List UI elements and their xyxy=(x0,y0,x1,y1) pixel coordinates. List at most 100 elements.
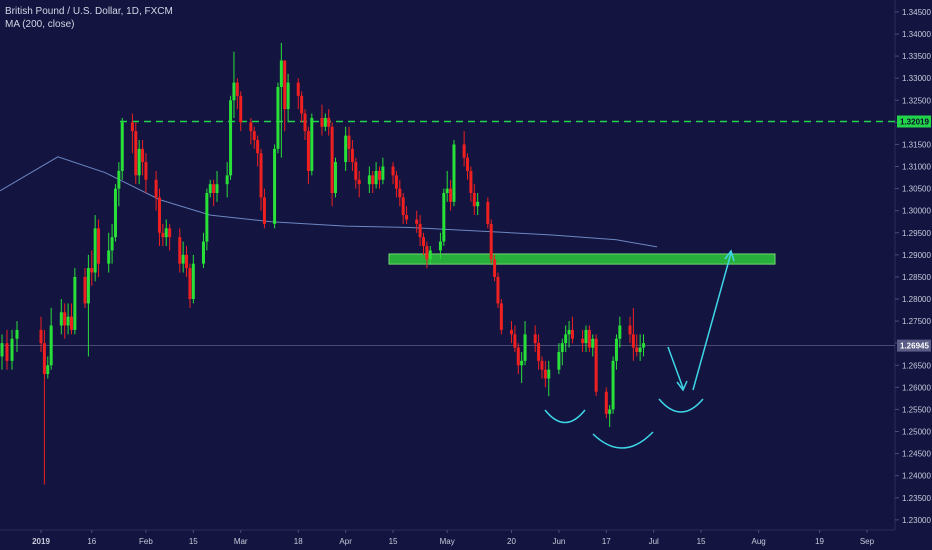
candle-body[interactable] xyxy=(137,148,141,176)
candle-body[interactable] xyxy=(134,131,138,176)
candle-body[interactable] xyxy=(286,82,290,110)
candle-body[interactable] xyxy=(344,135,348,163)
candle-body[interactable] xyxy=(428,250,432,260)
candle-body[interactable] xyxy=(611,360,615,410)
candle-body[interactable] xyxy=(367,175,371,185)
candle-body[interactable] xyxy=(476,201,480,207)
candle-body[interactable] xyxy=(252,131,256,141)
candle-body[interactable] xyxy=(486,201,490,224)
candle-body[interactable] xyxy=(273,148,277,224)
candle-body[interactable] xyxy=(90,268,94,273)
candle-body[interactable] xyxy=(462,144,466,158)
candle-body[interactable] xyxy=(347,135,351,149)
candle-body[interactable] xyxy=(161,232,165,238)
candle-body[interactable] xyxy=(608,409,612,414)
candle-body[interactable] xyxy=(604,391,608,414)
candle-body[interactable] xyxy=(296,82,300,96)
candle-body[interactable] xyxy=(188,268,192,300)
candle-body[interactable] xyxy=(452,144,456,202)
candle-body[interactable] xyxy=(59,312,63,326)
candle-body[interactable] xyxy=(107,250,111,264)
candle-body[interactable] xyxy=(93,228,97,273)
candle-body[interactable] xyxy=(178,237,182,264)
candle-body[interactable] xyxy=(540,360,544,370)
candle-body[interactable] xyxy=(283,60,287,110)
candle-body[interactable] xyxy=(0,343,4,357)
candle-body[interactable] xyxy=(438,241,442,251)
candle-body[interactable] xyxy=(42,343,46,375)
candle-body[interactable] xyxy=(86,268,90,304)
candle-body[interactable] xyxy=(212,184,216,194)
candle-body[interactable] xyxy=(191,263,195,300)
candle-body[interactable] xyxy=(141,148,145,163)
candle-body[interactable] xyxy=(46,365,50,375)
candle-body[interactable] xyxy=(449,188,453,202)
candle-body[interactable] xyxy=(628,325,632,335)
candle-body[interactable] xyxy=(130,122,134,132)
candle-body[interactable] xyxy=(306,131,310,171)
candle-body[interactable] xyxy=(614,338,618,361)
candle-body[interactable] xyxy=(300,95,304,114)
candle-body[interactable] xyxy=(164,228,168,238)
candle-body[interactable] xyxy=(229,100,233,176)
candle-body[interactable] xyxy=(591,338,595,348)
candle-body[interactable] xyxy=(557,352,561,370)
candle-body[interactable] xyxy=(537,343,541,361)
candle-body[interactable] xyxy=(66,316,70,326)
candle-body[interactable] xyxy=(350,148,354,163)
candle-body[interactable] xyxy=(5,343,9,361)
candle-body[interactable] xyxy=(567,329,571,335)
candle-body[interactable] xyxy=(83,276,87,304)
candle-body[interactable] xyxy=(425,246,429,260)
candle-body[interactable] xyxy=(510,329,514,335)
candle-body[interactable] xyxy=(168,228,172,238)
candle-body[interactable] xyxy=(110,237,114,251)
candle-body[interactable] xyxy=(472,193,476,207)
candle-body[interactable] xyxy=(381,166,385,180)
candle-body[interactable] xyxy=(15,329,19,339)
candle-body[interactable] xyxy=(113,188,117,238)
candle-body[interactable] xyxy=(415,219,419,224)
candle-body[interactable] xyxy=(642,343,646,348)
candle-body[interactable] xyxy=(394,175,398,189)
candle-body[interactable] xyxy=(581,338,585,344)
candle-body[interactable] xyxy=(418,223,422,238)
candle-body[interactable] xyxy=(208,184,212,194)
candle-body[interactable] xyxy=(154,179,158,198)
candle-body[interactable] xyxy=(587,329,591,348)
candle-body[interactable] xyxy=(215,184,219,194)
candle-body[interactable] xyxy=(157,197,161,233)
candle-body[interactable] xyxy=(279,60,283,88)
candle-body[interactable] xyxy=(391,166,395,176)
candle-body[interactable] xyxy=(374,170,378,185)
candle-body[interactable] xyxy=(323,117,327,127)
candle-body[interactable] xyxy=(259,153,263,198)
candle-body[interactable] xyxy=(445,188,449,194)
candle-body[interactable] xyxy=(117,170,121,189)
candle-body[interactable] xyxy=(520,360,524,366)
candle-body[interactable] xyxy=(469,170,473,194)
candle-body[interactable] xyxy=(181,254,185,264)
candle-body[interactable] xyxy=(496,276,500,304)
candle-body[interactable] xyxy=(635,347,639,353)
candle-body[interactable] xyxy=(330,126,334,194)
candle-body[interactable] xyxy=(144,162,148,180)
candle-body[interactable] xyxy=(256,140,260,154)
candle-body[interactable] xyxy=(239,95,243,123)
candle-body[interactable] xyxy=(327,117,331,127)
candle-body[interactable] xyxy=(422,237,426,247)
candle-body[interactable] xyxy=(405,215,409,220)
candle-body[interactable] xyxy=(320,117,324,127)
candle-body[interactable] xyxy=(513,334,517,348)
candle-body[interactable] xyxy=(205,193,209,242)
candle-body[interactable] xyxy=(401,197,405,216)
candle-body[interactable] xyxy=(249,122,253,132)
candle-body[interactable] xyxy=(201,241,205,264)
candle-body[interactable] xyxy=(442,193,446,242)
candle-body[interactable] xyxy=(543,369,547,379)
candle-body[interactable] xyxy=(618,325,622,339)
candle-body[interactable] xyxy=(547,369,551,379)
candle-body[interactable] xyxy=(354,162,358,180)
candle-body[interactable] xyxy=(371,175,375,185)
candle-body[interactable] xyxy=(638,347,642,353)
